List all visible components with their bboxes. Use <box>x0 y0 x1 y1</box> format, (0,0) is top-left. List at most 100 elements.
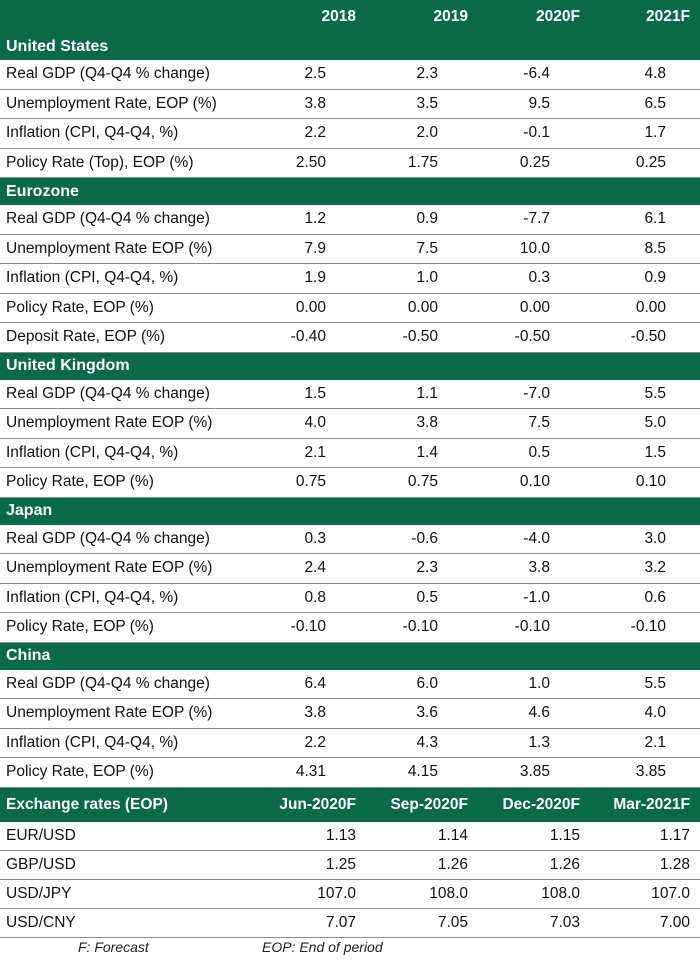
row-label: Inflation (CPI, Q4-Q4, %) <box>0 728 254 758</box>
value-cell: 6.1 <box>590 205 700 235</box>
exchange-rows: EUR/USD 1.13 1.14 1.15 1.17 GBP/USD 1.25 1.26 1.… <box>0 821 700 938</box>
rate-cell: 1.17 <box>590 821 700 851</box>
value-cell: 2.50 <box>254 148 366 178</box>
value-cell: 3.85 <box>590 757 700 788</box>
section-header-row: Japan <box>0 497 700 525</box>
value-cell: 1.7 <box>590 118 700 149</box>
table-row: Deposit Rate, EOP (%) -0.40 -0.50 -0.50 -0.5… <box>0 322 700 353</box>
currency-pair-label: USD/JPY <box>0 879 254 909</box>
value-cell: 5.5 <box>590 669 700 699</box>
value-cell: -1.0 <box>478 583 590 613</box>
section-title: China <box>0 642 700 670</box>
value-cell: -0.50 <box>478 322 590 353</box>
section-header-row: Eurozone <box>0 177 700 205</box>
row-label: Policy Rate, EOP (%) <box>0 612 254 643</box>
table-row: Inflation (CPI, Q4-Q4, %) 2.2 4.3 1.3 2.1 <box>0 728 700 758</box>
value-cell: 2.2 <box>254 118 366 149</box>
row-label: Policy Rate (Top), EOP (%) <box>0 148 254 178</box>
value-cell: 3.8 <box>254 89 366 119</box>
value-cell: 0.00 <box>366 293 478 323</box>
value-cell: 1.9 <box>254 263 366 294</box>
rate-cell: 7.03 <box>478 908 590 938</box>
value-cell: 3.2 <box>590 553 700 584</box>
value-cell: 4.15 <box>366 757 478 788</box>
value-cell: 1.3 <box>478 728 590 758</box>
value-cell: 0.5 <box>478 438 590 468</box>
row-label: Unemployment Rate EOP (%) <box>0 553 254 584</box>
exchange-header-row: Exchange rates (EOP) Jun-2020F Sep-2020F… <box>0 787 700 822</box>
row-label: Policy Rate, EOP (%) <box>0 757 254 788</box>
footnote-eop: EOP: End of period <box>262 938 383 955</box>
table-row: Unemployment Rate EOP (%) 4.0 3.8 7.5 5.0 <box>0 408 700 439</box>
value-cell: 6.0 <box>366 669 478 699</box>
value-cell: 7.5 <box>366 234 478 264</box>
row-label: Inflation (CPI, Q4-Q4, %) <box>0 583 254 613</box>
row-label: Deposit Rate, EOP (%) <box>0 322 254 353</box>
row-label: Policy Rate, EOP (%) <box>0 467 254 498</box>
section-header-row: China <box>0 642 700 670</box>
value-cell: 1.2 <box>254 205 366 235</box>
value-cell: 0.9 <box>590 263 700 294</box>
footnote-forecast: F: Forecast <box>78 938 149 955</box>
row-label: Inflation (CPI, Q4-Q4, %) <box>0 118 254 149</box>
year-header-row: 2018 2019 2020F 2021F <box>0 0 700 33</box>
value-cell: 6.4 <box>254 669 366 699</box>
value-cell: 0.5 <box>366 583 478 613</box>
value-cell: 0.10 <box>478 467 590 498</box>
value-cell: 0.3 <box>254 524 366 554</box>
value-cell: 0.00 <box>478 293 590 323</box>
row-label: Real GDP (Q4-Q4 % change) <box>0 60 254 90</box>
value-cell: 3.8 <box>366 408 478 439</box>
section-header-row: United States <box>0 33 700 60</box>
value-cell: -0.10 <box>478 612 590 643</box>
value-cell: 2.4 <box>254 553 366 584</box>
table-row: Real GDP (Q4-Q4 % change) 2.5 2.3 -6.4 4.8 <box>0 60 700 90</box>
value-cell: -0.50 <box>590 322 700 353</box>
exchange-row: USD/JPY 107.0 108.0 108.0 107.0 <box>0 879 700 909</box>
value-cell: -0.6 <box>366 524 478 554</box>
rate-cell: 1.26 <box>478 850 590 880</box>
rate-cell: 1.14 <box>366 821 478 851</box>
value-cell: 8.5 <box>590 234 700 264</box>
value-cell: 0.3 <box>478 263 590 294</box>
value-cell: 4.3 <box>366 728 478 758</box>
value-cell: 9.5 <box>478 89 590 119</box>
value-cell: 0.75 <box>254 467 366 498</box>
table-row: Policy Rate, EOP (%) 4.31 4.15 3.85 3.85 <box>0 757 700 788</box>
header-cell: 2020F <box>478 0 590 33</box>
table-row: Real GDP (Q4-Q4 % change) 1.2 0.9 -7.7 6.1 <box>0 205 700 235</box>
rate-cell: 108.0 <box>366 879 478 909</box>
value-cell: 0.25 <box>590 148 700 178</box>
exchange-header-cell: Sep-2020F <box>366 787 478 822</box>
value-cell: 1.0 <box>366 263 478 294</box>
currency-pair-label: EUR/USD <box>0 821 254 851</box>
row-label: Real GDP (Q4-Q4 % change) <box>0 524 254 554</box>
value-cell: 5.5 <box>590 379 700 409</box>
rate-cell: 108.0 <box>478 879 590 909</box>
rate-cell: 107.0 <box>254 879 366 909</box>
currency-pair-label: GBP/USD <box>0 850 254 880</box>
value-cell: 4.31 <box>254 757 366 788</box>
value-cell: -6.4 <box>478 60 590 90</box>
value-cell: 4.0 <box>590 698 700 729</box>
table-row: Real GDP (Q4-Q4 % change) 0.3 -0.6 -4.0 3.0 <box>0 524 700 554</box>
table-row: Inflation (CPI, Q4-Q4, %) 2.1 1.4 0.5 1.5 <box>0 438 700 468</box>
value-cell: 2.3 <box>366 553 478 584</box>
table-row: Inflation (CPI, Q4-Q4, %) 2.2 2.0 -0.1 1.7 <box>0 118 700 149</box>
row-label: Unemployment Rate EOP (%) <box>0 408 254 439</box>
rate-cell: 1.15 <box>478 821 590 851</box>
header-cell: 2018 <box>254 0 366 33</box>
header-cell <box>0 0 254 33</box>
row-label: Inflation (CPI, Q4-Q4, %) <box>0 263 254 294</box>
value-cell: 1.5 <box>254 379 366 409</box>
section-title: Eurozone <box>0 177 700 205</box>
value-cell: 3.0 <box>590 524 700 554</box>
value-cell: 0.00 <box>254 293 366 323</box>
rate-cell: 7.00 <box>590 908 700 938</box>
value-cell: 3.85 <box>478 757 590 788</box>
value-cell: 7.9 <box>254 234 366 264</box>
exchange-row: EUR/USD 1.13 1.14 1.15 1.17 <box>0 821 700 851</box>
value-cell: 2.5 <box>254 60 366 90</box>
section-title: Japan <box>0 497 700 525</box>
rate-cell: 1.13 <box>254 821 366 851</box>
